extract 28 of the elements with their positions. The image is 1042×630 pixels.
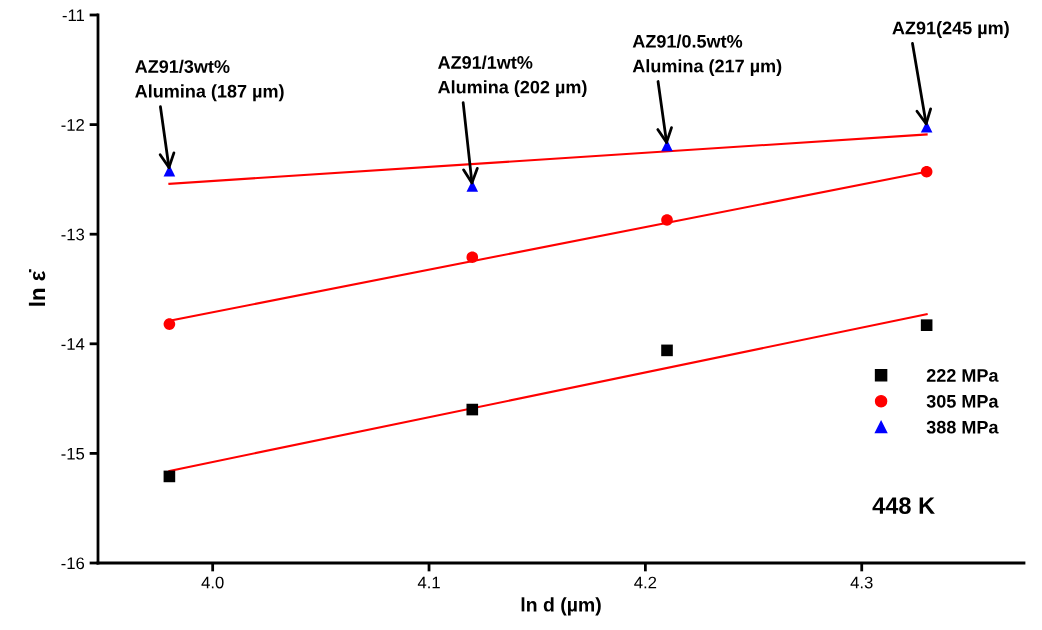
y-tick-label: -15 bbox=[61, 447, 85, 460]
x-tick-label: 4.3 bbox=[850, 576, 873, 589]
annotation: AZ91/0.5wt% Alumina (217 µm) bbox=[632, 34, 782, 76]
annotation: 448 K bbox=[872, 497, 935, 514]
y-tick-label: -14 bbox=[61, 338, 85, 350]
point bbox=[920, 319, 933, 331]
legend-label: 222 MPa bbox=[926, 369, 999, 382]
y-tick-label: -13 bbox=[61, 228, 85, 241]
x-tick-label: 4.0 bbox=[201, 576, 224, 589]
point bbox=[920, 165, 933, 178]
y-tick-label: -11 bbox=[62, 9, 84, 22]
x-tick-label: 4.2 bbox=[634, 576, 657, 589]
point bbox=[661, 214, 673, 226]
annotation: AZ91/3wt% Alumina (187 µm) bbox=[135, 59, 284, 102]
point bbox=[661, 344, 673, 357]
legend-label: 388 MPa bbox=[926, 420, 999, 434]
point bbox=[466, 403, 479, 416]
annotation: AZ91/1wt% Alumina (202 µm) bbox=[438, 55, 587, 98]
y-tick-label: -12 bbox=[61, 119, 84, 131]
legend-label: 305 MPa bbox=[926, 394, 999, 408]
y-tick-label: -16 bbox=[61, 557, 85, 570]
point bbox=[466, 251, 479, 264]
annotation: AZ91(245 µm) bbox=[892, 21, 1009, 38]
x-axis-title: ln d (µm) bbox=[521, 597, 601, 616]
point bbox=[163, 318, 176, 330]
point bbox=[163, 470, 176, 483]
y-axis-title: ln ε̇ bbox=[28, 269, 46, 306]
x-tick-label: 4.1 bbox=[417, 576, 440, 589]
